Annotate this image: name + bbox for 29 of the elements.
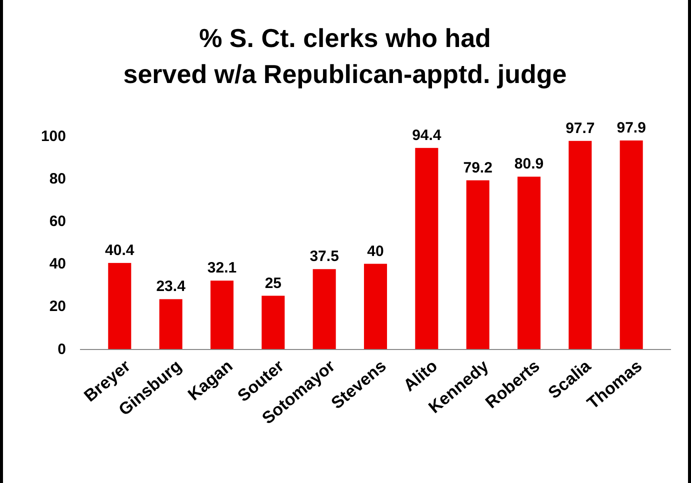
bar — [568, 140, 592, 349]
y-tick-label: 0 — [58, 340, 66, 358]
bar — [108, 262, 132, 349]
data-label: 23.4 — [156, 278, 186, 296]
bar — [415, 148, 438, 349]
data-label: 40.4 — [105, 242, 135, 259]
y-tick-label: 60 — [49, 213, 66, 230]
y-tick-label: 100 — [40, 128, 66, 145]
data-label: 32.1 — [207, 260, 237, 277]
data-label: 94.4 — [412, 126, 442, 144]
data-label: 80.9 — [514, 156, 544, 173]
data-label: 25 — [264, 274, 282, 292]
data-label: 97.9 — [616, 119, 646, 136]
data-label: 37.5 — [310, 248, 339, 266]
bar — [466, 180, 490, 349]
bar — [364, 264, 388, 349]
bar — [210, 280, 234, 349]
data-label: 79.2 — [463, 159, 492, 176]
y-tick-label: 40 — [49, 256, 66, 273]
bar — [312, 269, 336, 349]
y-tick-label: 80 — [49, 170, 66, 188]
bar — [517, 176, 541, 349]
chart-title: % S. Ct. clerks who had served w/a Republican-apptd. judge — [123, 23, 567, 89]
bar — [159, 299, 182, 349]
bar — [620, 140, 643, 349]
data-label: 97.7 — [566, 120, 595, 137]
bar — [262, 296, 285, 349]
data-label: 40 — [367, 242, 384, 260]
y-tick-label: 20 — [49, 298, 66, 316]
